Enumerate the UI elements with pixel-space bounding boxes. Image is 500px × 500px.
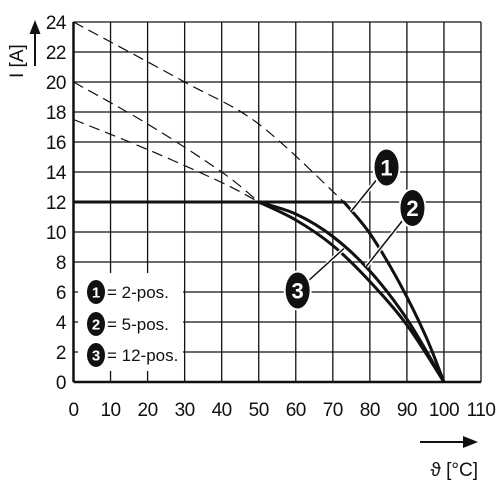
y-tick-label: 14 [46, 163, 67, 184]
grid [72, 21, 482, 384]
legend-badge-3 [87, 343, 105, 367]
curve-1 [73, 200, 446, 383]
extrapolation-lines [73, 21, 345, 203]
callouts: 12 3 [283, 147, 427, 311]
legend-badge-number: 3 [92, 348, 100, 365]
y-tick-label: 18 [46, 103, 66, 124]
x-tick-label: 30 [175, 400, 195, 421]
derating-curves [73, 200, 446, 383]
extrapolation-line-3 [73, 118, 260, 203]
x-axis-arrow [420, 436, 478, 448]
extrapolation-line-2 [73, 81, 260, 203]
legend-label-2: = 5-pos. [107, 315, 169, 334]
legend-label-3: = 12-pos. [107, 346, 178, 365]
y-tick-label: 6 [56, 283, 66, 304]
x-tick-label: 70 [323, 400, 343, 421]
callout-badge-number: 3 [292, 279, 304, 304]
x-tick-label: 80 [360, 400, 380, 421]
y-tick-label: 10 [46, 223, 66, 244]
callout-badge-2 [398, 188, 427, 228]
legend-badge-2 [87, 312, 105, 336]
tick-labels: 0 10 20 30 40 50 60 70 80 90 100 110024681012141618… [46, 13, 496, 421]
x-tick-label: 10 [100, 400, 120, 421]
y-tick-label: 20 [46, 73, 66, 94]
x-tick-label: 100 [429, 400, 459, 421]
y-tick-label: 16 [46, 133, 66, 154]
legend-badge-number: 1 [92, 285, 100, 302]
x-tick-label: 90 [397, 400, 417, 421]
y-tick-label: 8 [56, 253, 66, 274]
callout-badge-3 [283, 270, 312, 311]
y-tick-label: 4 [56, 313, 67, 334]
x-tick-label: 40 [212, 400, 232, 421]
y-tick-label: 22 [46, 43, 66, 64]
extrapolation-line-1 [73, 21, 345, 203]
x-tick-label: 110 [467, 400, 496, 421]
x-tick-label: 0 [68, 400, 78, 421]
legend-badge-number: 2 [92, 317, 100, 334]
legend-label-1: = 2-pos. [107, 283, 169, 302]
x-tick-label: 20 [138, 400, 158, 421]
y-tick-label: 24 [46, 13, 67, 34]
y-tick-label: 2 [56, 343, 66, 364]
callout-badge-number: 1 [380, 156, 392, 181]
y-axis-arrow [29, 20, 41, 66]
callout-badge-number: 2 [406, 196, 418, 221]
y-tick-label: 12 [46, 193, 66, 214]
callout-badge-1 [372, 147, 401, 188]
legend: 1 = 2-pos. 2 = 5-pos. 3 = 12-pos. [78, 273, 183, 371]
x-tick-label: 50 [249, 400, 269, 421]
x-tick-label: 60 [286, 400, 306, 421]
curve-3 [73, 200, 446, 383]
curve-2 [73, 200, 446, 383]
y-tick-label: 0 [56, 373, 66, 394]
y-axis-title: I [A] [7, 44, 28, 78]
x-axis-title: ϑ [°C] [430, 460, 478, 481]
legend-badge-1 [87, 280, 105, 304]
